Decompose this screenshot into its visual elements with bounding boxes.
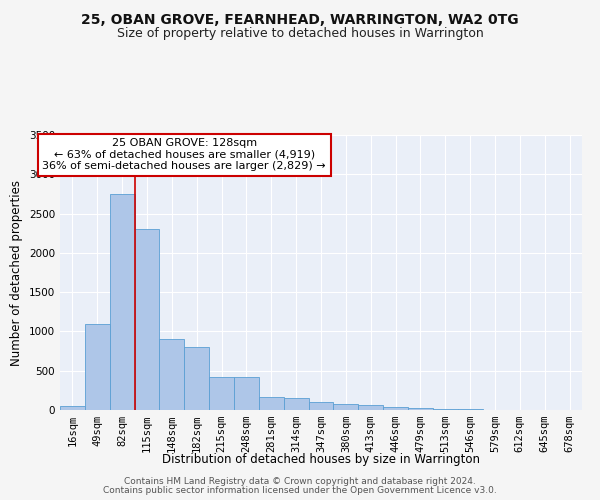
Bar	[259, 398, 284, 410]
Bar	[85, 324, 110, 410]
Bar	[284, 398, 308, 410]
Bar	[433, 409, 458, 410]
Text: Distribution of detached houses by size in Warrington: Distribution of detached houses by size …	[162, 452, 480, 466]
Bar	[160, 340, 184, 410]
Bar	[383, 407, 408, 410]
Bar	[60, 406, 85, 410]
Bar	[209, 377, 234, 410]
Bar	[408, 408, 433, 410]
Bar	[110, 194, 134, 410]
Bar	[334, 404, 358, 410]
Bar	[358, 406, 383, 410]
Text: Size of property relative to detached houses in Warrington: Size of property relative to detached ho…	[116, 28, 484, 40]
Bar	[184, 347, 209, 410]
Text: 25, OBAN GROVE, FEARNHEAD, WARRINGTON, WA2 0TG: 25, OBAN GROVE, FEARNHEAD, WARRINGTON, W…	[81, 12, 519, 26]
Text: Contains public sector information licensed under the Open Government Licence v3: Contains public sector information licen…	[103, 486, 497, 495]
Text: Contains HM Land Registry data © Crown copyright and database right 2024.: Contains HM Land Registry data © Crown c…	[124, 477, 476, 486]
Y-axis label: Number of detached properties: Number of detached properties	[10, 180, 23, 366]
Bar	[234, 377, 259, 410]
Bar	[308, 402, 334, 410]
Text: 25 OBAN GROVE: 128sqm
← 63% of detached houses are smaller (4,919)
36% of semi-d: 25 OBAN GROVE: 128sqm ← 63% of detached …	[43, 138, 326, 171]
Bar	[134, 230, 160, 410]
